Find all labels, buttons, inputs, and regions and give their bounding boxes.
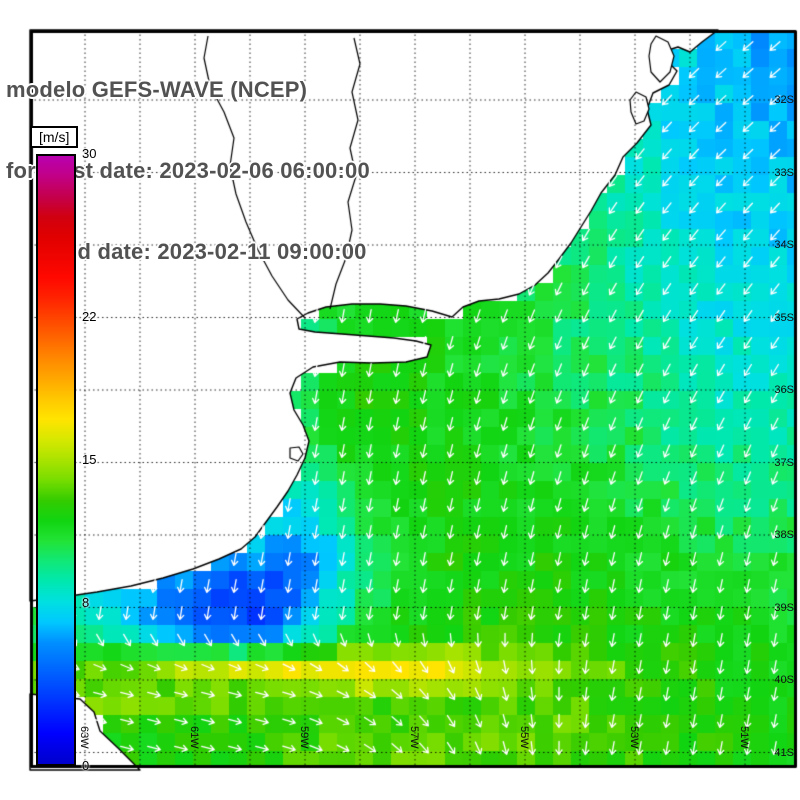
lat-label: 34S: [774, 239, 794, 251]
lat-label: 32S: [774, 94, 794, 106]
lat-label: 38S: [774, 529, 794, 541]
lon-label: 63W: [78, 726, 90, 749]
lat-label: 39S: [774, 601, 794, 614]
lon-label: 53W: [628, 726, 640, 749]
lon-label: 59W: [298, 726, 310, 749]
lat-label: 40S: [774, 674, 794, 686]
lat-label: 37S: [774, 456, 794, 469]
lat-label: 35S: [774, 311, 794, 324]
lat-label: 33S: [774, 166, 794, 179]
colorbar-tick: 8: [82, 594, 90, 610]
model-title: modelo GEFS-WAVE (NCEP): [6, 77, 308, 102]
colorbar-tick: 22: [82, 309, 97, 325]
colorbar: [36, 154, 76, 766]
lon-label: 61W: [188, 726, 200, 749]
lon-label: 57W: [408, 726, 420, 749]
colorbar-tick: 30: [82, 146, 97, 161]
colorbar-tick: 0: [82, 758, 90, 773]
colorbar-tick: 15: [82, 452, 97, 467]
colorbar-unit-label: [m/s]: [30, 126, 79, 148]
lon-label: 55W: [518, 726, 530, 749]
lon-label: 51W: [738, 726, 750, 749]
lat-label: 41S: [774, 746, 794, 759]
lat-label: 36S: [774, 384, 794, 396]
